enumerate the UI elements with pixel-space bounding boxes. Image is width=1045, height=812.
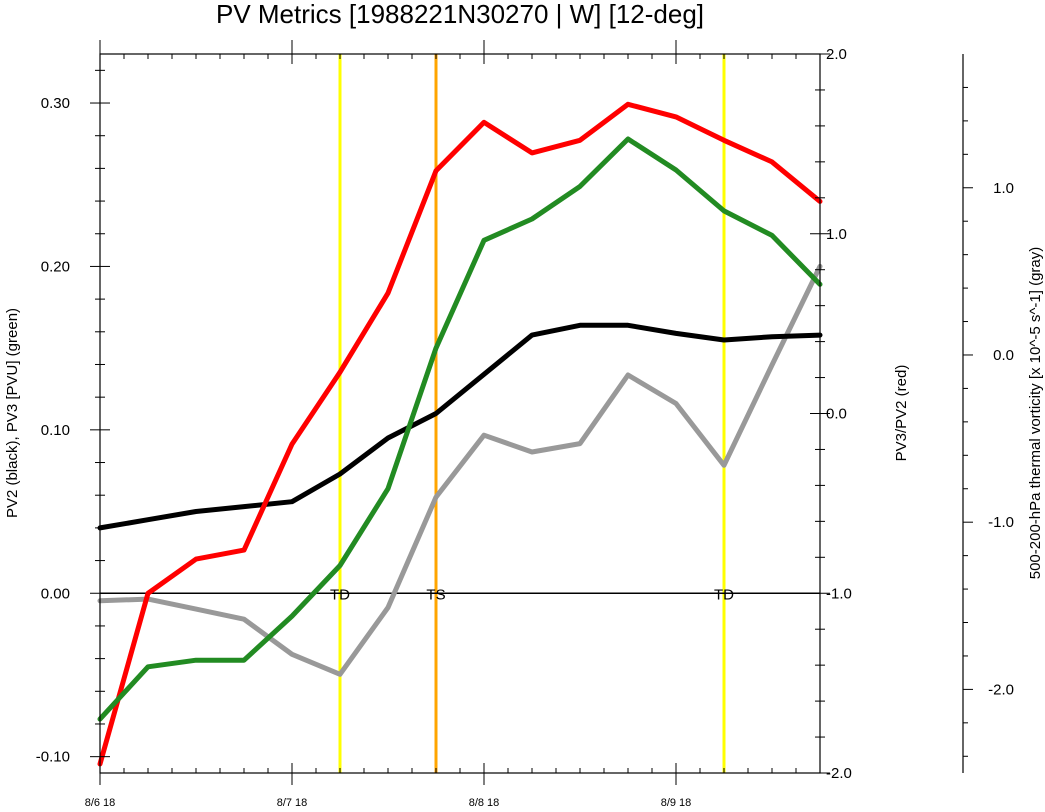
right-axis-label: PV3/PV2 (red): [893, 365, 910, 462]
far-right-tick-label: -1.0: [988, 514, 1014, 531]
left-tick-label: 0.00: [41, 585, 70, 602]
left-tick-label: 0.30: [41, 95, 70, 112]
left-axis: -0.10 0.00 0.10 0.20 0.30: [36, 69, 110, 766]
far-right-tick-label: 1.0: [993, 180, 1014, 197]
series-line: [97, 136, 823, 722]
x-tick-label: 8/9 18: [661, 797, 692, 809]
left-tick-label: 0.20: [41, 258, 70, 275]
far-right-tick-label: 0.0: [993, 347, 1014, 364]
far-right-axis-label: 500-200-hPa thermal vorticity [x 10^-5 s…: [1027, 247, 1044, 580]
series-line: [97, 263, 823, 677]
x-tick-label: 8/8 18: [469, 797, 500, 809]
right-axis: -2.0 -1.0 0.0 1.0 2.0: [810, 46, 852, 782]
right-tick-label: -2.0: [826, 765, 852, 782]
plot-frame: [99, 53, 821, 774]
x-axis: 8/6 18 8/7 18 8/8 18 8/9 18: [85, 40, 821, 809]
chart-title: PV Metrics [1988221N30270 | W] [12-deg]: [216, 0, 704, 29]
series-line: [97, 101, 823, 767]
event-label: TD: [714, 586, 734, 603]
x-tick-label: 8/6 18: [85, 797, 116, 809]
series-line: [97, 322, 823, 531]
right-tick-label: 1.0: [826, 226, 847, 243]
event-labels: TD TS TD: [330, 586, 734, 603]
right-tick-label: -1.0: [826, 585, 852, 602]
left-tick-label: 0.10: [41, 422, 70, 439]
series-group: [97, 101, 823, 767]
right-tick-label: 2.0: [826, 46, 847, 63]
event-label: TS: [426, 586, 445, 603]
event-label: TD: [330, 586, 350, 603]
far-right-tick-label: -2.0: [988, 681, 1014, 698]
x-tick-label: 8/7 18: [277, 797, 308, 809]
left-tick-label: -0.10: [36, 749, 70, 766]
left-axis-label: PV2 (black), PV3 [PVU] (green): [4, 308, 21, 518]
far-right-axis: -2.0 -1.0 0.0 1.0: [962, 54, 1014, 773]
right-tick-label: 0.0: [826, 406, 847, 423]
